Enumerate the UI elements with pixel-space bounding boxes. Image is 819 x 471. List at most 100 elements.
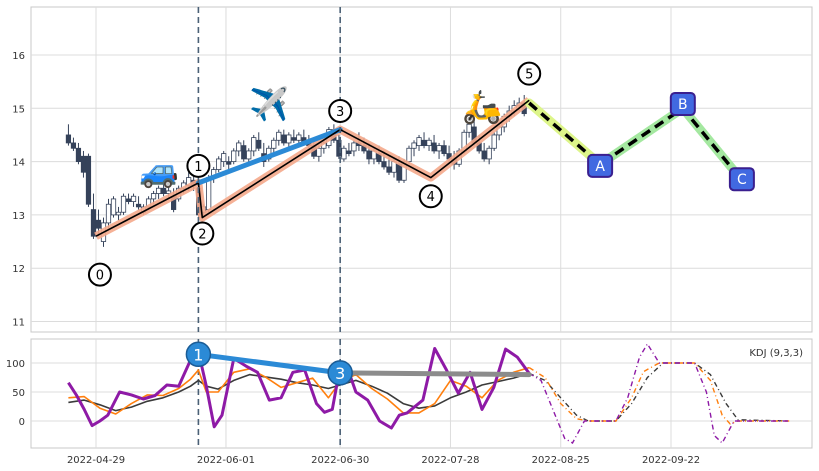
candlesticks [65,94,527,247]
kdj-marker: 3 [335,364,345,383]
candle-body [281,134,287,144]
x-tick-label: 2022-06-01 [197,455,255,466]
wave-label: 5 [525,68,533,83]
candle-body [85,155,92,205]
wave-label-circle [186,153,211,178]
scooter-icon: 🛵 [462,88,502,126]
candle-body [346,150,352,155]
candle-body [351,142,357,152]
candle-body [95,219,102,229]
candle-body [366,150,372,160]
candle-body [110,198,117,216]
candle-body [251,137,257,152]
abc-label-box [587,153,614,178]
wave-label-circle [87,262,112,287]
candle-body [166,190,172,194]
candle-body [416,137,422,147]
wave-label-circle [418,184,443,209]
kdj-legend: KDJ (9,3,3) [749,348,803,359]
kdj-line-1 [68,366,530,415]
candle-body [316,147,322,157]
x-tick-label: 2022-04-29 [67,455,125,466]
candle-body [65,134,72,144]
candle-body [441,145,447,155]
candle-body [135,203,142,208]
kdj-forecast-line-1 [528,362,790,425]
wave-label-circle [517,61,542,86]
wave-abc-band [524,98,605,169]
price-y-tick: 15 [12,104,25,115]
kdj-marker-circle [327,360,353,386]
candle-body [120,195,127,213]
price-y-tick: 14 [12,158,25,169]
candle-body [426,139,432,147]
candle-body [481,150,487,160]
candle-body [296,134,302,141]
candle-body [246,150,252,160]
candle-body [396,163,402,181]
x-tick-label: 2022-09-22 [642,455,700,466]
candle-body [436,145,442,152]
wave-label-circle [328,98,353,123]
candle-body [241,145,247,160]
kdj-line-2 [67,347,531,430]
x-tick-label: 2022-06-30 [311,455,369,466]
car-icon: 🚙 [139,152,179,190]
candle-body [155,187,162,194]
wave-label: 4 [427,190,435,205]
x-tick-label: 2022-08-25 [532,455,590,466]
candle-body [231,150,237,163]
x-tick-label: 2022-07-28 [421,455,479,466]
candle-body [256,139,262,149]
wave-1-3-line [195,127,343,186]
wave-label: 2 [198,228,206,243]
candle-body [411,142,417,149]
kdj-y-tick: 50 [12,388,25,399]
candle-body [386,166,392,173]
candle-body [115,211,122,216]
candle-body [75,147,82,162]
wave-0-5-line [95,99,530,237]
abc-label: C [737,172,747,188]
candle-body [271,139,277,149]
candle-body [125,198,132,202]
candle-body [236,142,242,152]
abc-label: B [678,97,688,113]
candle-body [70,142,77,149]
candle-body [276,131,282,141]
price-y-tick: 13 [12,211,25,222]
price-y-tick: 11 [12,318,25,329]
price-y-tick: 16 [12,51,25,62]
airplane-icon: ✈️ [249,85,289,123]
candle-body [291,137,297,141]
kdj-y-tick: 100 [6,359,25,370]
kdj-marker-circle [185,341,212,368]
candle-body [105,203,112,224]
wave-abc-dashed-line [528,101,744,182]
price-y-tick: 12 [12,264,25,275]
wave-label-circle [190,221,215,246]
candle-body [226,161,232,165]
candle-body [160,187,167,194]
kdj-link-1 [337,370,532,378]
candle-body [421,139,427,147]
candle-body [491,134,497,149]
candle-body [406,147,412,162]
candle-body [336,139,342,157]
candle-body [206,177,212,210]
candle-body [381,161,387,168]
wave-label: 0 [96,269,104,284]
candle-body [486,147,492,160]
kdj-y-tick: 0 [19,417,25,428]
candle-body [286,134,292,144]
candle-body [130,195,137,202]
candle-body [216,158,222,170]
abc-label-box [728,167,755,192]
abc-label-box [669,92,696,117]
candle-body [221,153,227,162]
candle-body [431,142,437,152]
kdj-forecast-line-0 [528,362,790,422]
candle-body [80,155,87,173]
candle-body [466,123,472,133]
